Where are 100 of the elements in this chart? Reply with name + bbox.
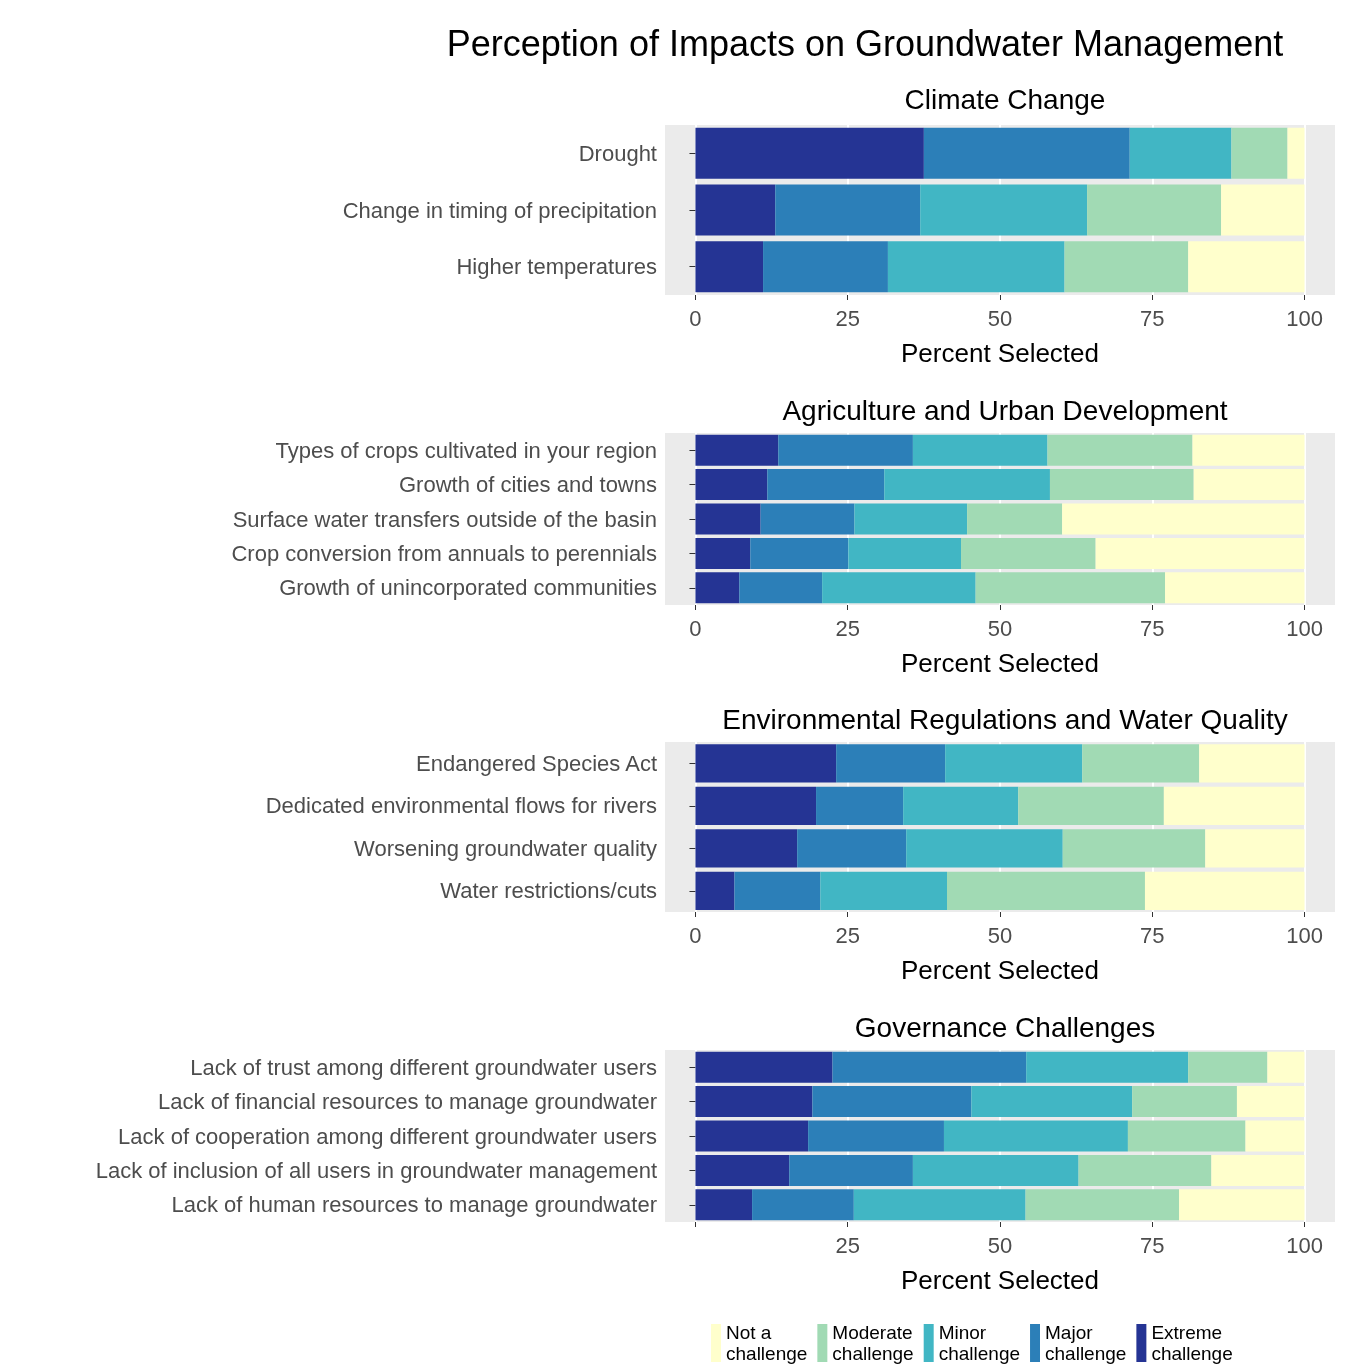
bar <box>947 871 1145 910</box>
bar <box>822 572 976 604</box>
bar <box>695 1086 813 1118</box>
bar <box>1188 1051 1268 1083</box>
y-tick-label: Water restrictions/cuts <box>440 878 657 904</box>
bar <box>695 127 924 179</box>
bar <box>854 503 968 535</box>
bar <box>734 871 821 910</box>
bar <box>1047 434 1193 466</box>
legend-label: Major challenge <box>1045 1322 1127 1364</box>
x-tick-label: 75 <box>1140 922 1165 948</box>
bar <box>1025 1189 1180 1221</box>
bar <box>695 503 761 535</box>
bar <box>752 1189 854 1221</box>
bar <box>943 1120 1128 1152</box>
x-tick-label: 75 <box>1140 1232 1165 1258</box>
x-tick-label: 75 <box>1140 305 1165 331</box>
bar <box>695 537 751 569</box>
bar <box>1179 1189 1305 1221</box>
bar <box>695 1120 809 1152</box>
bar <box>1062 829 1206 868</box>
bar <box>1193 469 1305 501</box>
x-axis-title: Percent Selected <box>900 1265 1100 1295</box>
bar <box>1192 434 1305 466</box>
y-tick-label: Dedicated environmental flows for rivers <box>265 793 657 819</box>
chart-title: Governance Challenges <box>854 1011 1156 1043</box>
y-tick-label: Higher temperatures <box>456 254 657 280</box>
bar <box>808 1120 944 1152</box>
bar <box>887 241 1065 293</box>
x-tick-label: 50 <box>987 922 1013 948</box>
bar <box>812 1086 972 1118</box>
x-axis-title: Percent Selected <box>900 648 1100 678</box>
bar <box>1188 241 1305 293</box>
bar <box>1062 503 1305 535</box>
bar <box>763 241 888 293</box>
x-tick-label: 100 <box>1286 615 1323 641</box>
bar <box>695 786 817 825</box>
x-tick-label: 25 <box>835 922 860 948</box>
y-tick-label: Drought <box>578 140 657 166</box>
bar <box>1087 184 1222 236</box>
bar <box>1205 829 1305 868</box>
y-tick-label: Worsening groundwater quality <box>354 835 657 861</box>
x-tick-label: 25 <box>835 1232 860 1258</box>
bar <box>836 744 946 783</box>
bar <box>853 1189 1026 1221</box>
bar <box>920 184 1088 236</box>
bar <box>816 786 904 825</box>
bar <box>1236 1086 1305 1118</box>
legend-label: Extreme challenge <box>1151 1322 1233 1364</box>
bar <box>695 871 735 910</box>
bar <box>1049 469 1194 501</box>
bar <box>1078 1154 1212 1186</box>
bar <box>1064 241 1189 293</box>
legend-label: Minor challenge <box>938 1322 1021 1364</box>
bar <box>1163 786 1305 825</box>
bar <box>906 829 1063 868</box>
bar <box>695 1189 753 1221</box>
bar <box>1018 786 1164 825</box>
x-tick-label: 0 <box>689 305 702 331</box>
bar <box>695 744 837 783</box>
bar <box>695 434 779 466</box>
bar <box>967 503 1063 535</box>
bar <box>1144 871 1305 910</box>
bar <box>945 744 1083 783</box>
x-axis-title: Percent Selected <box>900 955 1100 985</box>
chart-title: Agriculture and Urban Development <box>782 394 1228 426</box>
chart-title: Environmental Regulations and Water Quality <box>722 703 1288 735</box>
bar <box>1267 1051 1305 1083</box>
bar <box>695 184 776 236</box>
bar <box>832 1051 1027 1083</box>
y-tick-label: Surface water transfers outside of the basin <box>232 506 657 532</box>
legend-label: Not a challenge <box>726 1322 808 1364</box>
bar <box>1211 1154 1305 1186</box>
bar <box>923 127 1130 179</box>
bar <box>750 537 849 569</box>
bar <box>1132 1086 1237 1118</box>
bar <box>695 1154 790 1186</box>
x-tick-label: 50 <box>987 305 1013 331</box>
x-tick-label: 25 <box>835 305 860 331</box>
y-tick-label: Growth of unincorporated communities <box>279 575 657 601</box>
y-tick-label: Lack of trust among different groundwater users <box>190 1054 657 1080</box>
bar <box>1082 744 1200 783</box>
bar <box>884 469 1050 501</box>
x-tick-label: 0 <box>689 922 702 948</box>
chart-title: Perception of Impacts on Groundwater Management <box>446 22 1284 64</box>
y-tick-label: Lack of human resources to manage groundwater <box>171 1192 657 1218</box>
bar <box>739 572 823 604</box>
x-tick-label: 0 <box>689 615 702 641</box>
bar <box>775 184 921 236</box>
x-tick-label: 100 <box>1286 305 1323 331</box>
x-tick-label: 75 <box>1140 615 1165 641</box>
x-tick-label: 50 <box>987 1232 1013 1258</box>
bar <box>1287 127 1305 179</box>
bar <box>961 537 1096 569</box>
x-axis-title: Percent Selected <box>900 338 1100 368</box>
x-tick-label: 100 <box>1286 1232 1323 1258</box>
bar <box>1026 1051 1189 1083</box>
y-tick-label: Lack of cooperation among different groundwater users <box>118 1123 657 1149</box>
legend-label: Moderate challenge <box>832 1322 914 1364</box>
bar <box>789 1154 913 1186</box>
